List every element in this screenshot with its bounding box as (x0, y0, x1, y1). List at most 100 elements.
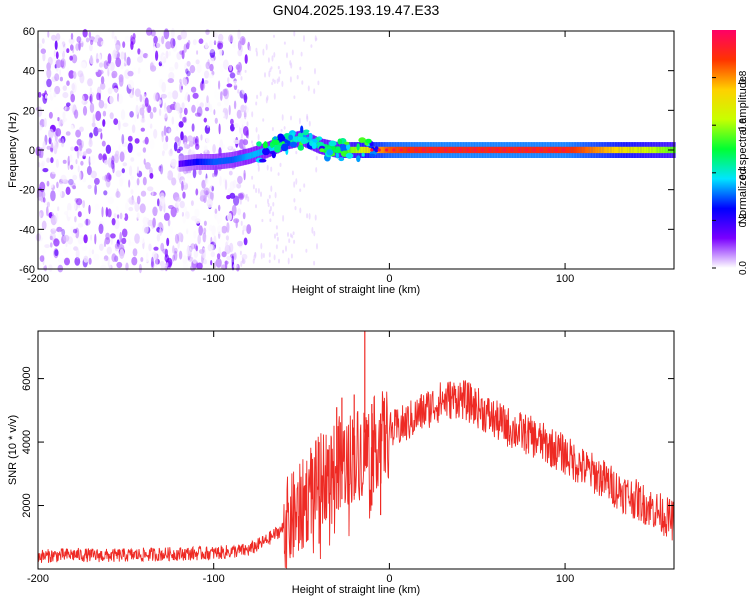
noise-speckle (227, 212, 232, 221)
ridge-core (573, 146, 577, 154)
noise-speckle (76, 198, 83, 206)
noise-speckle (115, 150, 120, 157)
noise-speckle (134, 201, 140, 212)
noise-speckle (251, 175, 254, 180)
noise-speckle (111, 38, 117, 45)
noise-speckle (308, 120, 311, 127)
noise-speckle (77, 211, 82, 218)
noise-speckle (88, 257, 92, 265)
ridge-core (553, 146, 556, 154)
ridge-core (290, 137, 293, 144)
noise-speckle (163, 108, 168, 119)
ridge-core (624, 146, 627, 154)
noise-speckle (51, 57, 57, 62)
noise-speckle (111, 253, 117, 263)
ridge-core (358, 146, 361, 154)
noise-speckle (165, 135, 169, 143)
noise-speckle (275, 225, 278, 230)
noise-speckle (277, 65, 280, 70)
noise-speckle (80, 140, 84, 148)
noise-speckle (139, 236, 145, 244)
ridge-core (218, 158, 221, 165)
noise-speckle (238, 193, 244, 201)
noise-speckle (275, 244, 278, 250)
noise-speckle (243, 237, 248, 246)
noise-speckle (127, 135, 133, 142)
noise-speckle (171, 177, 177, 186)
noise-speckle (162, 248, 169, 254)
noise-speckle (111, 155, 115, 165)
noise-speckle (214, 208, 218, 214)
ridge-core (195, 158, 199, 165)
noise-speckle (241, 257, 244, 263)
ridge-peak (503, 148, 507, 152)
noise-speckle (82, 151, 87, 156)
noise-speckle (192, 257, 198, 264)
noise-speckle (181, 85, 183, 90)
noise-speckle (128, 45, 131, 54)
ridge-core (434, 146, 437, 154)
noise-speckle (144, 226, 149, 234)
ridge-blob (274, 144, 281, 153)
noise-speckle (113, 118, 119, 125)
noise-speckle (146, 53, 153, 62)
ridge-core (420, 146, 423, 154)
ridge-core (558, 146, 561, 154)
noise-speckle (237, 40, 242, 51)
noise-speckle (268, 209, 271, 215)
noise-speckle (181, 212, 184, 217)
noise-speckle (161, 54, 167, 66)
noise-speckle (158, 99, 162, 105)
noise-speckle (61, 228, 66, 237)
noise-speckle (68, 37, 75, 45)
noise-speckle (245, 193, 248, 199)
y-tick-label: -40 (19, 224, 35, 236)
noise-speckle (190, 200, 194, 207)
ridge-core (570, 146, 573, 154)
noise-speckle (155, 92, 161, 102)
ridge-core (412, 146, 415, 154)
noise-speckle (230, 123, 235, 132)
noise-speckle (279, 69, 282, 75)
noise-speckle (201, 178, 205, 186)
noise-speckle (79, 126, 84, 132)
noise-speckle (129, 241, 135, 246)
noise-speckle (160, 242, 165, 252)
noise-speckle (70, 93, 75, 103)
noise-speckle (247, 135, 250, 140)
noise-speckle (82, 200, 86, 209)
noise-speckle (231, 255, 235, 267)
noise-speckle (88, 248, 92, 258)
noise-speckle (289, 60, 292, 66)
noise-speckle (137, 69, 140, 75)
noise-speckle (106, 172, 111, 183)
noise-speckle (77, 70, 84, 78)
ridge-core (551, 146, 554, 154)
noise-speckle (137, 56, 143, 63)
noise-speckle (124, 36, 131, 43)
noise-speckle (240, 260, 243, 267)
spectrogram-x-ticks: -200 -100 0 100 (27, 31, 574, 285)
noise-speckle (110, 236, 114, 245)
noise-speckle (181, 180, 184, 192)
noise-speckle (97, 54, 102, 61)
noise-speckle (57, 206, 60, 212)
y-tick-label: 60 (23, 26, 35, 38)
noise-speckle (88, 204, 91, 215)
ridge-core (638, 146, 641, 154)
noise-speckle (210, 113, 217, 123)
noise-speckle (274, 233, 276, 239)
noise-speckle (53, 145, 58, 155)
noise-speckle (238, 241, 243, 249)
ridge-core (469, 146, 472, 154)
noise-speckle (228, 104, 231, 116)
noise-speckle (257, 162, 260, 167)
ridge-peak (421, 148, 426, 152)
noise-speckle (89, 154, 96, 165)
ridge-peak (466, 148, 470, 152)
noise-speckle (285, 245, 287, 252)
noise-speckle (293, 239, 296, 244)
noise-speckle (191, 123, 195, 132)
noise-speckle (53, 106, 60, 117)
